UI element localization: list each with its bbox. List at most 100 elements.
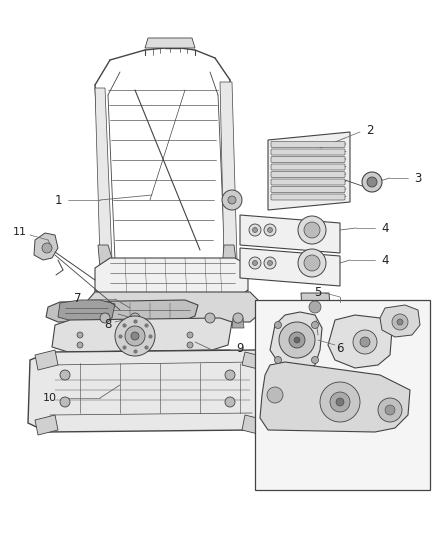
Circle shape [268,261,272,265]
Polygon shape [268,132,350,210]
Circle shape [378,398,402,422]
Circle shape [330,392,350,412]
Text: 11: 11 [13,227,27,237]
Circle shape [336,398,344,406]
Circle shape [252,228,258,232]
Text: 7: 7 [74,293,82,305]
Polygon shape [242,415,265,435]
Polygon shape [204,318,216,328]
Circle shape [320,382,360,422]
Polygon shape [58,300,115,321]
Polygon shape [46,300,198,322]
Circle shape [187,342,193,348]
Polygon shape [95,88,112,260]
Polygon shape [86,292,258,322]
Polygon shape [240,248,340,286]
Circle shape [362,172,382,192]
Bar [255,300,430,490]
Text: 1: 1 [54,193,62,206]
Polygon shape [28,350,275,432]
Polygon shape [93,290,248,310]
Circle shape [275,321,282,328]
Text: 4: 4 [381,222,389,235]
Circle shape [298,216,326,244]
FancyBboxPatch shape [271,164,345,170]
Circle shape [222,190,242,210]
Polygon shape [98,245,115,268]
Text: 5: 5 [314,286,321,298]
Circle shape [77,332,83,338]
Text: 8: 8 [104,319,112,332]
Circle shape [125,326,145,346]
Circle shape [353,330,377,354]
Circle shape [311,321,318,328]
FancyBboxPatch shape [271,157,345,163]
Polygon shape [270,312,322,372]
Circle shape [60,397,70,407]
Circle shape [298,249,326,277]
FancyBboxPatch shape [271,179,345,185]
Text: 10: 10 [43,393,57,403]
Polygon shape [301,293,331,323]
Polygon shape [129,318,141,328]
FancyBboxPatch shape [271,149,345,155]
Circle shape [77,342,83,348]
Circle shape [367,177,377,187]
Circle shape [205,313,215,323]
Circle shape [309,301,321,313]
Polygon shape [364,174,380,189]
Text: 3: 3 [414,172,422,184]
Circle shape [397,319,403,325]
FancyBboxPatch shape [271,187,345,192]
Circle shape [360,337,370,347]
Circle shape [304,222,320,238]
Polygon shape [99,318,111,328]
Circle shape [115,316,155,356]
Polygon shape [222,245,237,268]
Circle shape [249,257,261,269]
Circle shape [289,332,305,348]
Circle shape [130,313,140,323]
Text: 6: 6 [336,342,344,354]
Polygon shape [220,82,237,260]
Circle shape [268,228,272,232]
Circle shape [267,387,283,403]
Circle shape [264,224,276,236]
Circle shape [187,332,193,338]
Text: 4: 4 [381,254,389,266]
Polygon shape [34,233,58,260]
Circle shape [60,370,70,380]
Circle shape [275,357,282,364]
Text: 2: 2 [366,124,374,136]
Circle shape [228,196,236,204]
Circle shape [385,405,395,415]
Polygon shape [95,258,248,300]
Polygon shape [232,318,244,328]
Circle shape [252,261,258,265]
Circle shape [311,357,318,364]
Circle shape [249,224,261,236]
Circle shape [225,397,235,407]
Circle shape [264,257,276,269]
Circle shape [304,255,320,271]
Circle shape [392,314,408,330]
Polygon shape [240,215,340,253]
Circle shape [100,313,110,323]
Circle shape [131,332,139,340]
Polygon shape [35,415,58,435]
Text: 9: 9 [236,343,244,356]
Circle shape [279,322,315,358]
Circle shape [225,370,235,380]
Circle shape [42,243,52,253]
FancyBboxPatch shape [271,194,345,200]
FancyBboxPatch shape [271,141,345,148]
FancyBboxPatch shape [271,172,345,177]
Polygon shape [260,362,410,432]
Polygon shape [380,305,420,337]
Polygon shape [52,318,232,352]
Circle shape [294,337,300,343]
Polygon shape [328,315,392,368]
Polygon shape [242,352,265,370]
Polygon shape [145,38,195,48]
Polygon shape [35,350,58,370]
